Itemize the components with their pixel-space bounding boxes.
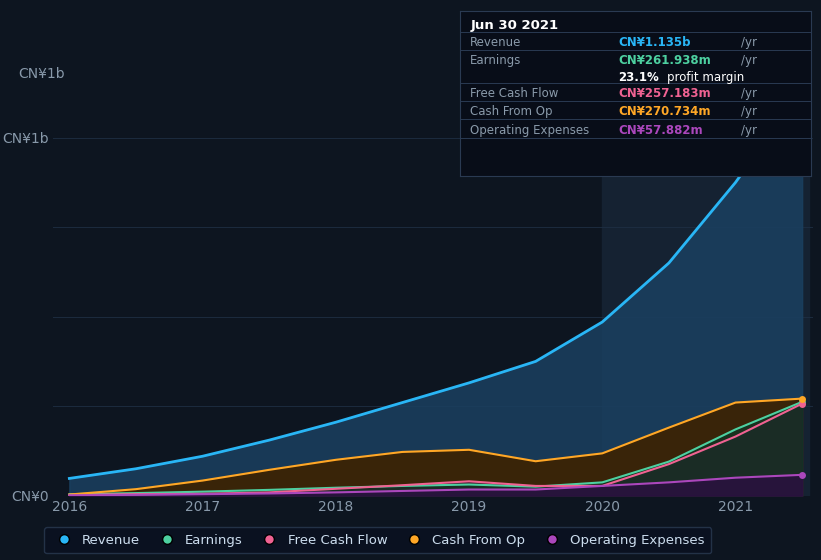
Text: /yr: /yr: [741, 105, 757, 118]
Text: /yr: /yr: [741, 87, 757, 100]
Text: Revenue: Revenue: [470, 36, 521, 49]
Legend: Revenue, Earnings, Free Cash Flow, Cash From Op, Operating Expenses: Revenue, Earnings, Free Cash Flow, Cash …: [44, 527, 711, 553]
Text: /yr: /yr: [741, 54, 757, 67]
Text: CN¥261.938m: CN¥261.938m: [618, 54, 711, 67]
Text: Free Cash Flow: Free Cash Flow: [470, 87, 558, 100]
Text: CN¥1b: CN¥1b: [18, 67, 65, 81]
Text: Cash From Op: Cash From Op: [470, 105, 553, 118]
Text: /yr: /yr: [741, 36, 757, 49]
Text: CN¥257.183m: CN¥257.183m: [618, 87, 710, 100]
Text: CN¥57.882m: CN¥57.882m: [618, 124, 703, 137]
Text: profit margin: profit margin: [667, 71, 745, 83]
Text: 23.1%: 23.1%: [618, 71, 658, 83]
Text: /yr: /yr: [741, 124, 757, 137]
Text: CN¥270.734m: CN¥270.734m: [618, 105, 710, 118]
Text: CN¥1.135b: CN¥1.135b: [618, 36, 690, 49]
Text: Earnings: Earnings: [470, 54, 521, 67]
Bar: [603, 84, 809, 496]
Text: Jun 30 2021: Jun 30 2021: [470, 20, 558, 32]
Text: Operating Expenses: Operating Expenses: [470, 124, 589, 137]
